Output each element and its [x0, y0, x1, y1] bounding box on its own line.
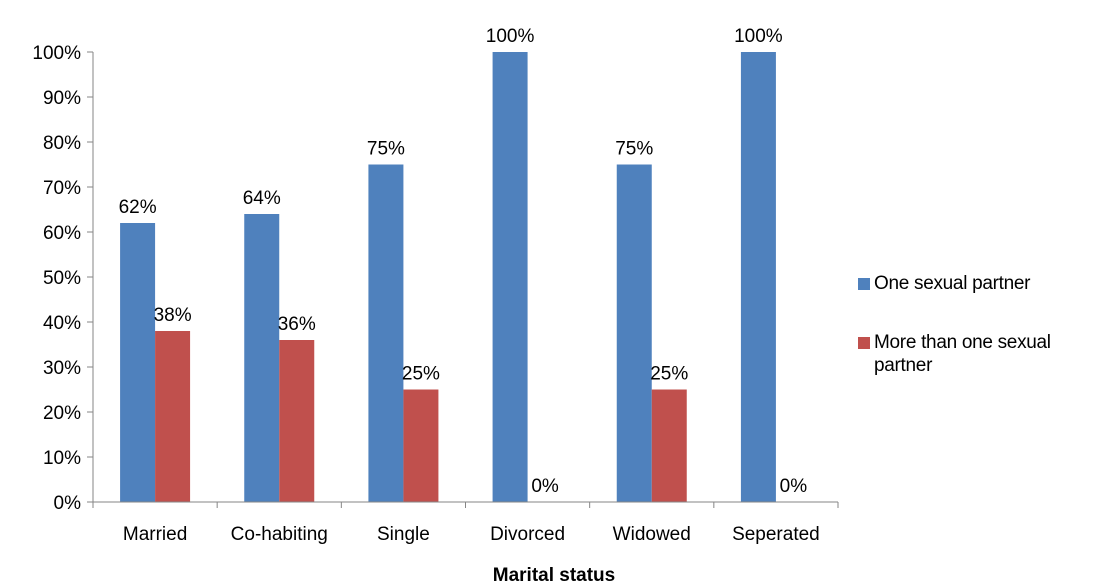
legend-swatch-multiple-partners [858, 337, 870, 349]
y-tick-label: 50% [43, 268, 81, 289]
y-tick-label: 90% [43, 88, 81, 109]
data-label-one-partner: 62% [119, 197, 157, 218]
y-tick-label: 60% [43, 223, 81, 244]
bar-multiple-partners [651, 389, 687, 502]
x-axis-title: Marital status [492, 565, 616, 586]
legend-item-one-partner: One sexual partner [858, 272, 1108, 295]
y-tick-label: 20% [43, 403, 81, 424]
data-label-multiple-partners: 36% [278, 314, 316, 335]
y-tick-label: 100% [32, 43, 81, 64]
bar-multiple-partners [155, 331, 191, 502]
bar-one-partner [740, 52, 776, 502]
data-label-multiple-partners: 0% [780, 476, 808, 497]
data-label-multiple-partners: 25% [402, 364, 440, 385]
bar-multiple-partners [279, 340, 315, 502]
data-label-one-partner: 64% [243, 188, 281, 209]
data-label-multiple-partners: 25% [650, 364, 688, 385]
x-tick-label: Co-habiting [231, 524, 328, 545]
data-label-multiple-partners: 38% [154, 305, 192, 326]
legend-label-one-partner: One sexual partner [874, 273, 1031, 294]
bar-multiple-partners [403, 389, 439, 502]
data-label-one-partner: 75% [615, 139, 653, 160]
x-tick-label: Married [123, 524, 187, 545]
legend: One sexual partner More than one sexual … [858, 272, 1108, 413]
data-label-one-partner: 100% [486, 26, 535, 47]
y-tick-label: 40% [43, 313, 81, 334]
x-tick-label: Divorced [490, 524, 565, 545]
y-tick-label: 80% [43, 133, 81, 154]
bar-one-partner [120, 223, 156, 502]
bar-one-partner [616, 164, 652, 502]
data-label-multiple-partners: 0% [531, 476, 559, 497]
legend-swatch-one-partner [858, 278, 870, 290]
bar-one-partner [244, 214, 280, 502]
y-tick-label: 0% [54, 493, 82, 514]
data-label-one-partner: 100% [734, 26, 783, 47]
y-tick-label: 30% [43, 358, 81, 379]
x-tick-label: Single [377, 524, 430, 545]
legend-item-multiple-partners: More than one sexual partner [858, 331, 1108, 377]
y-tick-label: 70% [43, 178, 81, 199]
data-label-one-partner: 75% [367, 139, 405, 160]
legend-label-multiple-partners: More than one sexual partner [874, 332, 1051, 376]
y-tick-label: 10% [43, 448, 81, 469]
x-tick-label: Widowed [613, 524, 691, 545]
bar-one-partner [368, 164, 404, 502]
bar-one-partner [492, 52, 528, 502]
x-tick-label: Seperated [732, 524, 820, 545]
